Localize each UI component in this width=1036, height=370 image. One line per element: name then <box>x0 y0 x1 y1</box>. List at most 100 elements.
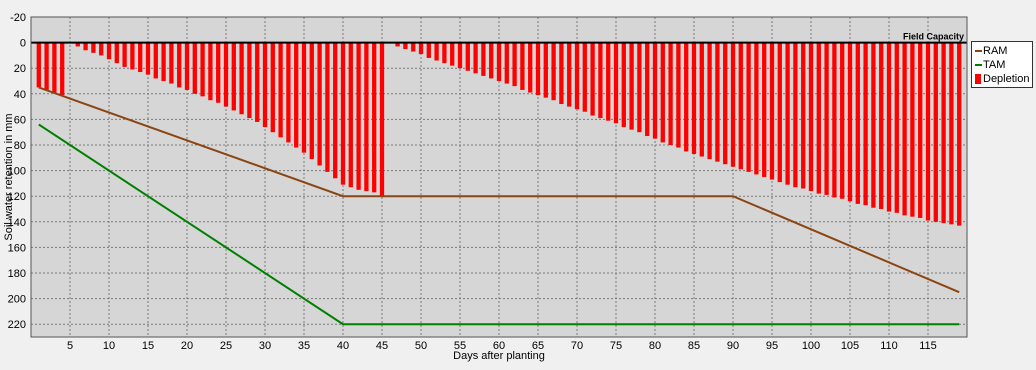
depletion-bar <box>122 42 127 67</box>
depletion-bar <box>613 42 619 124</box>
depletion-bar <box>707 42 712 160</box>
depletion-bar <box>840 42 845 199</box>
y-tick-label: 120 <box>8 191 26 203</box>
depletion-bar <box>528 42 533 93</box>
depletion-bar <box>754 42 759 175</box>
depletion-bar <box>629 42 634 130</box>
y-tick-label: 200 <box>8 294 26 306</box>
x-tick-label: 10 <box>103 340 115 352</box>
x-tick-label: 85 <box>688 340 700 352</box>
series-line-tam <box>38 123 960 326</box>
legend-line-ram <box>975 50 982 53</box>
depletion-bar <box>379 42 385 197</box>
depletion-bar <box>574 42 580 110</box>
depletion-bar <box>886 42 892 212</box>
depletion-bar <box>824 42 829 195</box>
legend-item-depletion: Depletion <box>975 73 1029 86</box>
depletion-bar <box>847 42 853 202</box>
depletion-bar <box>223 42 229 107</box>
depletion-bar <box>83 42 88 51</box>
depletion-bar <box>879 42 884 209</box>
depletion-bar <box>691 42 697 154</box>
depletion-bar <box>668 42 673 145</box>
depletion-bar <box>317 42 322 166</box>
depletion-bar <box>247 42 252 119</box>
field-capacity-label: Field Capacity <box>903 32 964 42</box>
depletion-bar <box>762 42 767 177</box>
depletion-bar <box>520 42 525 90</box>
y-axis-title: Soil water retention in mm <box>3 113 15 240</box>
depletion-bar <box>418 42 424 55</box>
depletion-bar <box>286 42 291 143</box>
depletion-bar <box>699 42 704 157</box>
depletion-bar <box>44 42 49 90</box>
depletion-bar <box>184 42 190 90</box>
x-tick-label: 100 <box>802 340 820 352</box>
depletion-bar <box>730 42 736 167</box>
depletion-bar <box>434 42 439 61</box>
depletion-bar <box>426 42 431 58</box>
depletion-bar <box>590 42 595 116</box>
x-tick-label: 25 <box>220 340 232 352</box>
depletion-bar <box>473 42 478 74</box>
depletion-bar <box>801 42 806 189</box>
y-tick-label: 0 <box>20 38 26 50</box>
depletion-bar <box>582 42 587 112</box>
depletion-bar <box>403 42 408 49</box>
depletion-bar <box>723 42 728 165</box>
depletion-bar <box>301 42 307 153</box>
y-tick-label: 140 <box>8 217 26 229</box>
x-tick-label: 45 <box>376 340 388 352</box>
legend-line-tam <box>975 64 982 67</box>
x-axis-title: Days after planting <box>453 350 545 362</box>
legend-swatch-depletion <box>975 74 981 85</box>
depletion-bar <box>738 42 743 170</box>
depletion-bar <box>333 42 338 179</box>
depletion-bar <box>325 42 330 172</box>
x-tick-label: 15 <box>142 340 154 352</box>
depletion-bar <box>395 42 400 47</box>
series-line-ram <box>38 86 960 294</box>
depletion-bar <box>567 42 572 107</box>
depletion-bar <box>637 42 642 133</box>
depletion-bar <box>340 42 346 185</box>
depletion-bar <box>130 42 135 70</box>
x-tick-label: 40 <box>337 340 349 352</box>
depletion-bar <box>309 42 314 160</box>
depletion-bar <box>746 42 751 172</box>
legend-item-tam: TAM <box>975 59 1005 72</box>
x-tick-label: 55 <box>454 340 466 352</box>
depletion-bar <box>200 42 205 97</box>
depletion-bar <box>769 42 775 180</box>
x-tick-label: 115 <box>919 340 937 352</box>
depletion-bar <box>372 42 377 193</box>
depletion-bar <box>902 42 907 216</box>
depletion-bar <box>442 42 447 64</box>
depletion-bar <box>941 42 946 224</box>
legend: RAM TAM Depletion <box>971 41 1033 88</box>
x-tick-label: 30 <box>259 340 271 352</box>
x-tick-label: 95 <box>766 340 778 352</box>
depletion-bar <box>504 42 509 84</box>
x-tick-label: 75 <box>610 340 622 352</box>
depletion-bar <box>957 42 962 226</box>
x-tick-label: 60 <box>493 340 505 352</box>
depletion-bar <box>348 42 353 188</box>
depletion-bar <box>294 42 299 148</box>
y-tick-label: 60 <box>14 114 26 126</box>
depletion-bar <box>106 42 112 60</box>
depletion-bar <box>161 42 166 81</box>
depletion-bar <box>894 42 899 213</box>
depletion-bar <box>153 42 158 79</box>
depletion-bar <box>793 42 798 188</box>
x-tick-label: 5 <box>67 340 73 352</box>
depletion-bar <box>816 42 821 194</box>
x-tick-label: 110 <box>880 340 898 352</box>
depletion-bar <box>114 42 119 64</box>
depletion-bar <box>543 42 548 98</box>
depletion-bar <box>645 42 650 137</box>
x-tick-label: 70 <box>571 340 583 352</box>
depletion-bar <box>598 42 603 119</box>
x-tick-label: 35 <box>298 340 310 352</box>
